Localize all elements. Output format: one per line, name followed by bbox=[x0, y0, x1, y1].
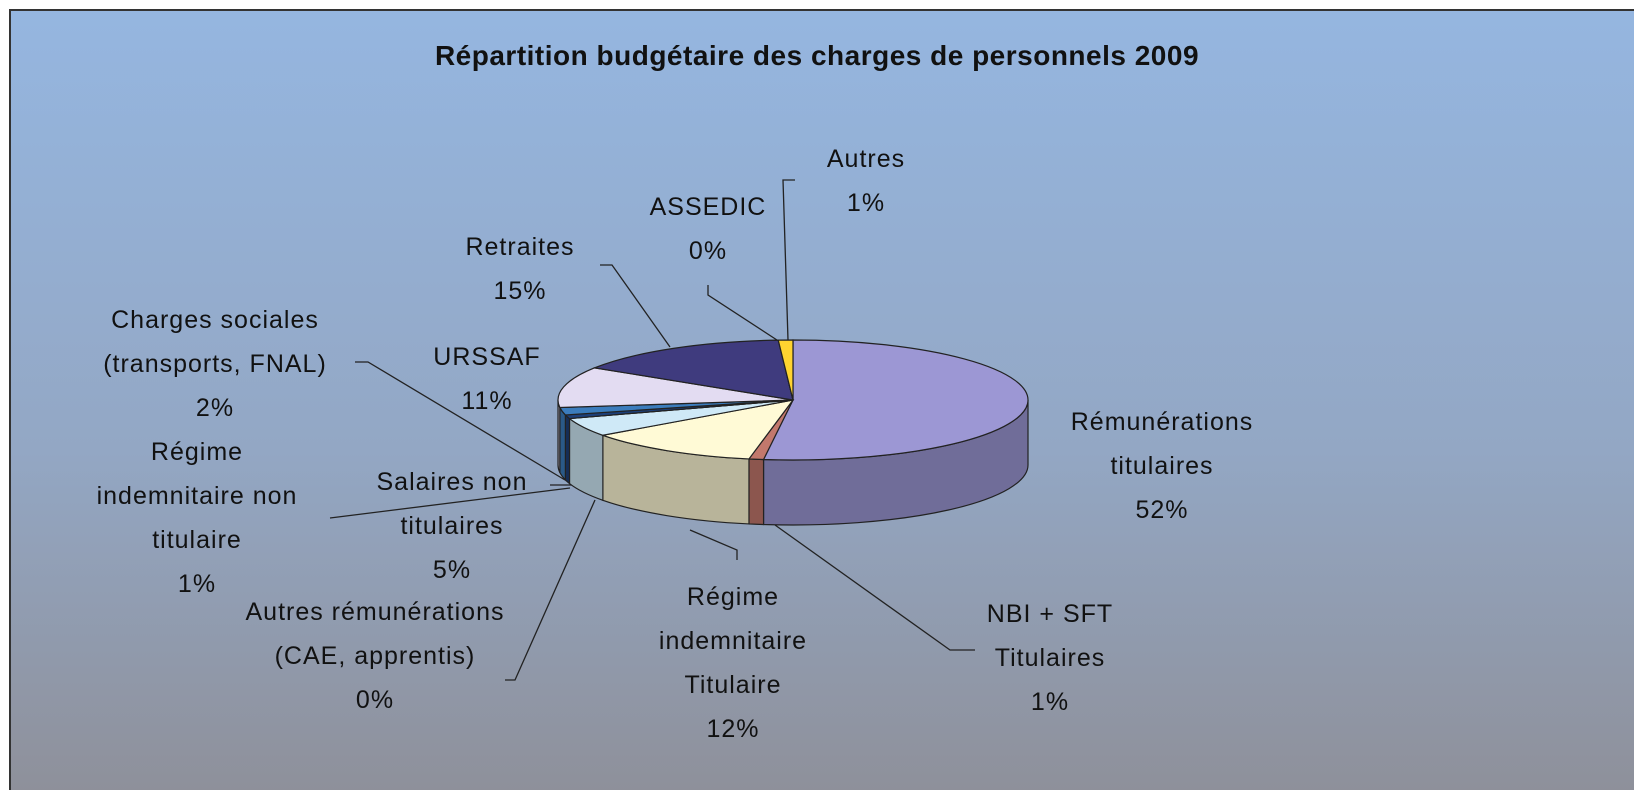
category-label: NBI + SFT Titulaires bbox=[986, 600, 1114, 672]
value-label: 5% bbox=[432, 556, 472, 584]
value-label: 2% bbox=[195, 394, 235, 422]
value-label: 11% bbox=[461, 387, 513, 415]
category-label: Autres rémunérations (CAE, apprentis) bbox=[245, 598, 505, 670]
leader-line bbox=[329, 487, 571, 519]
pie-slice bbox=[777, 339, 794, 401]
category-label: Autres bbox=[826, 145, 906, 173]
data-label: Charges sociales (transports, FNAL) 2% bbox=[60, 298, 370, 430]
value-label: 1% bbox=[1030, 688, 1070, 716]
data-label: ASSEDIC 0% bbox=[628, 185, 788, 273]
value-label: 0% bbox=[355, 686, 395, 714]
leader-line bbox=[774, 524, 975, 651]
data-label: NBI + SFT Titulaires 1% bbox=[950, 592, 1150, 724]
leader-line bbox=[600, 264, 671, 348]
pie-slice-side bbox=[748, 458, 765, 526]
pie-slice bbox=[762, 339, 1029, 461]
category-label: Rémunérations titulaires bbox=[1070, 408, 1254, 480]
leader-lines bbox=[329, 179, 975, 681]
data-label: Salaires non titulaires 5% bbox=[352, 460, 552, 592]
pie-slice-side bbox=[564, 413, 571, 485]
category-label: Retraites bbox=[465, 233, 575, 261]
leader-line bbox=[355, 361, 566, 481]
data-label: URSSAF 11% bbox=[407, 335, 567, 423]
pie-slice bbox=[557, 367, 794, 409]
leader-line bbox=[689, 529, 738, 560]
leader-line bbox=[782, 179, 795, 341]
category-label: URSSAF bbox=[433, 343, 541, 371]
value-label: 1% bbox=[846, 189, 886, 217]
category-label: Régime indemnitaire Titulaire bbox=[658, 583, 808, 699]
data-label: Autres 1% bbox=[806, 137, 926, 225]
value-label: 1% bbox=[177, 570, 217, 598]
data-label: Rémunérations titulaires 52% bbox=[1032, 400, 1292, 532]
category-label: Charges sociales (transports, FNAL) bbox=[103, 306, 327, 378]
chart-title: Répartition budgétaire des charges de pe… bbox=[434, 40, 1200, 71]
value-label: 15% bbox=[493, 277, 547, 305]
data-label: Retraites 15% bbox=[440, 225, 600, 313]
pie-slice bbox=[592, 339, 794, 401]
pie-slice bbox=[600, 399, 795, 460]
category-label: Salaires non titulaires bbox=[376, 468, 528, 540]
data-label: Régime indemnitaire non titulaire 1% bbox=[85, 430, 310, 606]
pie-tops bbox=[557, 339, 1029, 461]
category-label: ASSEDIC bbox=[649, 193, 767, 221]
value-label: 12% bbox=[706, 715, 760, 743]
value-label: 52% bbox=[1135, 496, 1189, 524]
leader-line bbox=[505, 499, 596, 681]
data-label: Autres rémunérations (CAE, apprentis) 0% bbox=[235, 590, 515, 722]
category-label: Régime indemnitaire non titulaire bbox=[96, 438, 298, 554]
leader-line bbox=[707, 285, 781, 343]
value-label: 0% bbox=[688, 237, 728, 265]
data-label: Régime indemnitaire Titulaire 12% bbox=[613, 575, 853, 751]
